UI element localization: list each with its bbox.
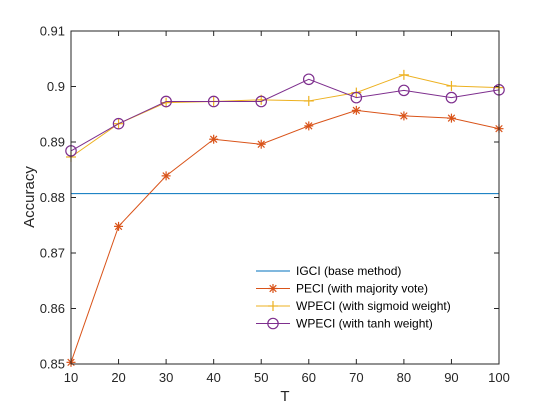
- legend: IGCI (base method) PECI (with majority vo…: [247, 258, 473, 334]
- plus-marker: [398, 69, 409, 80]
- x-tick-label: 50: [254, 370, 268, 385]
- legend-item: WPECI (with sigmoid weight): [256, 299, 451, 313]
- x-tick-label: 100: [488, 370, 510, 385]
- circle-marker: [112, 117, 125, 130]
- legend-label: PECI (with majority vote): [296, 282, 428, 296]
- plot-frame: [70, 30, 500, 365]
- circle-marker: [398, 84, 410, 97]
- legend-label: WPECI (with sigmoid weight): [296, 299, 451, 313]
- asterisk-marker: [304, 121, 314, 131]
- circle-marker: [255, 95, 268, 108]
- legend-item: PECI (with majority vote): [256, 282, 428, 296]
- asterisk-marker: [209, 134, 219, 144]
- y-axis-title: Accuracy: [21, 166, 38, 228]
- x-tick-label: 20: [111, 370, 125, 385]
- plus-marker: [446, 80, 457, 91]
- y-tick-label: 0.85: [40, 357, 65, 372]
- asterisk-marker: [268, 284, 278, 293]
- x-tick-label: 90: [444, 370, 458, 385]
- x-tick-label: 40: [206, 370, 220, 385]
- series-line: [70, 74, 500, 158]
- series-line: [70, 109, 500, 363]
- x-tick-label: 70: [349, 370, 363, 385]
- legend-items: IGCI (base method) PECI (with majority vo…: [256, 264, 451, 331]
- circle-marker: [445, 91, 458, 104]
- asterisk-marker: [446, 113, 456, 123]
- circle-marker: [160, 95, 172, 108]
- legend-item: WPECI (with tanh weight): [256, 317, 433, 331]
- asterisk-marker: [256, 139, 266, 149]
- legend-label: IGCI (base method): [296, 264, 401, 278]
- x-tick-label: 60: [302, 370, 316, 385]
- y-tick-label: 0.9: [47, 79, 65, 94]
- plus-marker: [303, 95, 314, 106]
- circle-marker: [302, 73, 315, 86]
- circle-marker: [350, 91, 363, 104]
- x-tick-label: 80: [397, 370, 411, 385]
- series-line: [70, 78, 500, 152]
- y-tick-label: 0.87: [40, 246, 65, 261]
- series-layer: [65, 69, 505, 367]
- x-tick-label: 30: [159, 370, 173, 385]
- y-tick-label: 0.86: [40, 301, 65, 316]
- ticks-layer: 10 20 30 40 50 60 70 80 90 100 0.85 0.86 0.87 0.88 0.8…: [40, 24, 510, 386]
- legend-label: WPECI (with tanh weight): [296, 317, 433, 331]
- asterisk-marker: [399, 111, 409, 121]
- y-tick-label: 0.91: [40, 24, 65, 39]
- circle-marker: [267, 317, 279, 330]
- series-2: [66, 105, 504, 367]
- legend-item: IGCI (base method): [256, 264, 401, 278]
- plus-marker: [268, 301, 278, 311]
- y-tick-label: 0.89: [40, 135, 65, 150]
- y-tick-label: 0.88: [40, 190, 65, 205]
- circle-marker: [207, 95, 220, 108]
- asterisk-marker: [114, 221, 124, 231]
- x-axis-title: T: [280, 388, 289, 405]
- asterisk-marker: [351, 105, 361, 115]
- x-tick-label: 10: [64, 370, 78, 385]
- asterisk-marker: [161, 171, 171, 181]
